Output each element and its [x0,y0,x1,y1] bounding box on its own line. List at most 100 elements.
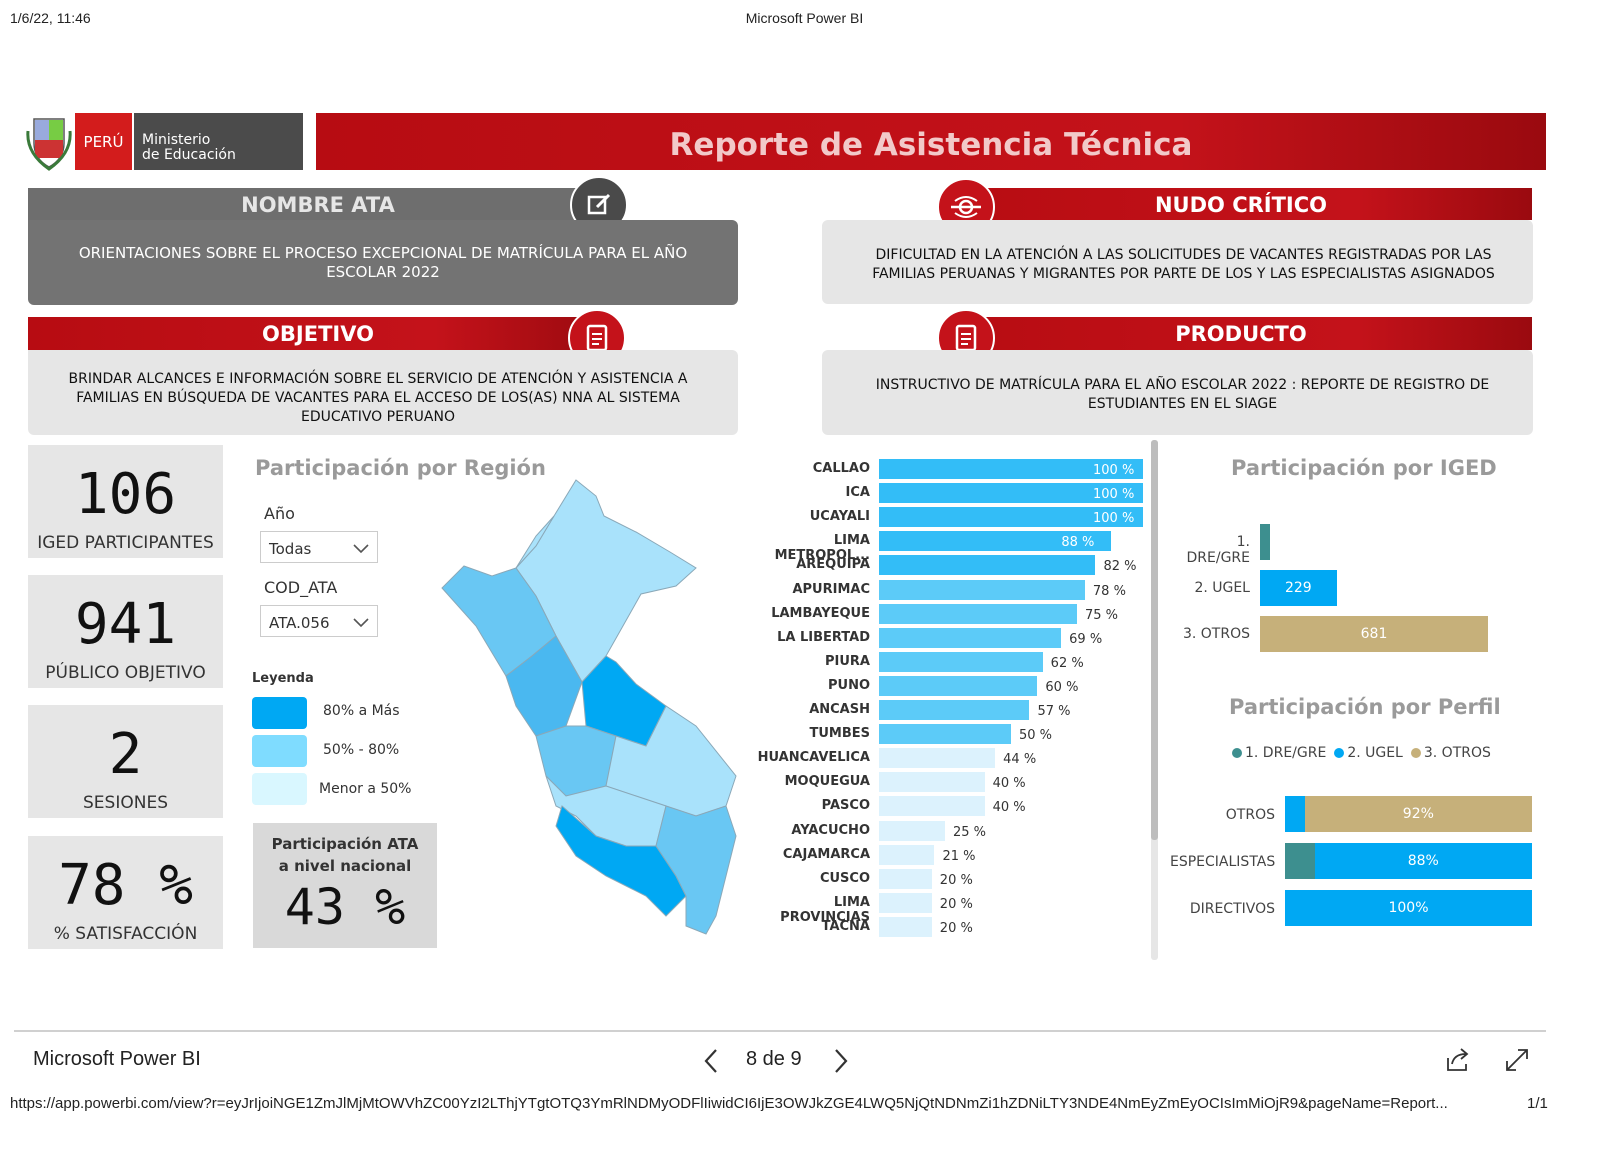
region-bar-chart[interactable]: CALLAO 100 % ICA 100 % UCAYALI 100 % LIMA METR… [748,458,1148,944]
national-label-line1: Participación ATA [271,835,419,853]
bar-category-label: CAJAMARCA [782,846,870,862]
producto-text: INSTRUCTIVO DE MATRÍCULA PARA EL AÑO ESC… [875,377,1490,412]
fullscreen-button[interactable] [1503,1046,1531,1074]
bar[interactable] [879,555,1096,576]
bar-category-label: CUSCO [819,870,870,886]
national-participation-card: Participación ATA a nivel nacional 43 % [253,823,437,948]
bar[interactable] [879,748,996,769]
bar[interactable] [879,651,1043,672]
kpi-label: IGED PARTICIPANTES [37,533,214,553]
bar-value-label: 88 % [1061,535,1095,551]
legend-title: Leyenda [252,671,314,686]
kpi-value: 941 [74,592,177,657]
bar[interactable] [879,531,1112,552]
bar-value-label: 20 % [939,920,973,936]
legend-label-low: Menor a 50% [319,781,412,797]
kpi-value: 106 [74,462,177,527]
bar[interactable]: 681 [1260,616,1488,652]
bar-segment[interactable]: 92% [1304,796,1532,832]
bar-value-label: 69 % [1069,631,1103,647]
bar-value-label: 681 [1360,626,1388,642]
legend-label-high: 80% a Más [323,703,400,719]
legend-item: 3. OTROS [1410,743,1491,763]
nudo-critico-title: NUDO CRÍTICO [1154,193,1328,217]
peru-logo-block: PERÚ [75,113,132,170]
bar[interactable] [879,724,1011,745]
bar-category-label: PASCO [821,798,870,814]
legend-dot [1232,748,1242,758]
filter-codata-dropdown[interactable]: ATA.056 [260,605,378,637]
legend-dot [1334,748,1345,758]
bar[interactable] [879,796,985,817]
scrollbar[interactable] [1151,440,1158,840]
nombre-ata-box: ORIENTACIONES SOBRE EL PROCESO EXCEPCION… [28,220,738,305]
report-title: Reporte de Asistencia Técnica [669,127,1193,163]
bar[interactable] [879,916,932,937]
bar-segment[interactable]: 88% [1314,843,1532,879]
perfil-legend: 1. DRE/GRE 2. UGEL 3. OTROS [1232,743,1495,763]
bar-category-label: APURIMAC [792,581,870,597]
bar[interactable] [879,459,1143,479]
bar-category-label: LIMA PROVINCIAS [780,894,870,925]
previous-page-button[interactable] [700,1047,724,1075]
bar[interactable] [1260,524,1271,560]
objetivo-text: BRINDAR ALCANCES E INFORMACIÓN SOBRE EL … [68,371,688,425]
bar[interactable]: 229 [1260,570,1337,606]
bar[interactable] [879,844,935,865]
bar-category-label: PUNO [827,677,870,693]
bar-category-label: ESPECIALISTAS [1170,854,1276,870]
legend-label: 3. OTROS [1423,745,1491,761]
bar-segment[interactable]: 100% [1285,890,1532,926]
report-title-bar: Reporte de Asistencia Técnica [316,113,1546,170]
bar[interactable] [879,892,932,913]
nombre-ata-text: ORIENTACIONES SOBRE EL PROCESO EXCEPCION… [78,244,688,281]
bar-category-label: AYACUCHO [791,822,870,838]
bar-segment[interactable] [1285,796,1305,832]
footer-print-page: 1/1 [1527,1095,1548,1112]
peru-region-map[interactable] [436,476,752,938]
kpi-satisfaccion: 78 % % SATISFACCIÓN [28,836,223,949]
expand-icon [1506,1049,1528,1071]
filter-year-dropdown[interactable]: Todas [260,531,378,563]
bar-value-label: 100% [1388,900,1429,916]
bar[interactable] [879,483,1143,504]
bar-category-label: 3. OTROS [1182,626,1250,642]
nudo-critico-header: NUDO CRÍTICO [950,188,1532,220]
bar-category-label: OTROS [1225,807,1275,823]
bar-category-label: ANCASH [809,702,870,717]
nudo-critico-box: DIFICULTAD EN LA ATENCIÓN A LAS SOLICITU… [822,220,1533,304]
chevron-left-icon [704,1049,717,1073]
bar[interactable] [879,603,1077,624]
bar[interactable] [879,772,985,793]
kpi-sesiones: 2 SESIONES [28,705,223,818]
iged-chart-title: Participación por IGED [1231,456,1497,480]
bar-category-label: TUMBES [809,726,870,742]
bar[interactable] [879,579,1085,600]
perfil-bar-chart[interactable]: OTROS 92% ESPECIALISTAS 88% DIRECTIVOS 100% [1170,790,1540,940]
bar-value-label: 44 % [1003,752,1037,768]
legend-swatch-high [252,697,307,729]
bar[interactable] [879,627,1062,648]
kpi-label: % SATISFACCIÓN [53,924,198,944]
legend-item: 2. UGEL [1334,743,1403,763]
bar-category-label: LA LIBERTAD [777,629,870,645]
bar[interactable] [879,507,1143,528]
bar-segment[interactable] [1285,843,1315,879]
bar-value-label: 75 % [1085,607,1119,623]
bar-category-label: LAMBAYEQUE [771,605,870,621]
bar[interactable] [879,700,1030,720]
share-button[interactable] [1444,1046,1472,1074]
logo-ministry-line1: Ministerio [142,132,211,148]
bar[interactable] [879,820,945,841]
bar-category-label: HUANCAVELICA [757,750,870,766]
filter-codata-label: COD_ATA [264,578,338,597]
perfil-chart-title: Participación por Perfil [1229,695,1501,719]
bar-category-label: 1. DRE/GRE [1186,534,1251,566]
bar[interactable] [879,868,932,889]
next-page-button[interactable] [828,1047,852,1075]
bar[interactable] [879,675,1038,696]
legend-label: 2. UGEL [1347,745,1403,761]
footer-divider [14,1030,1546,1032]
iged-bar-chart[interactable]: 1. DRE/GRE 2. UGEL 229 3. OTROS 681 [1170,520,1550,660]
filter-year-value: Todas [269,540,312,558]
